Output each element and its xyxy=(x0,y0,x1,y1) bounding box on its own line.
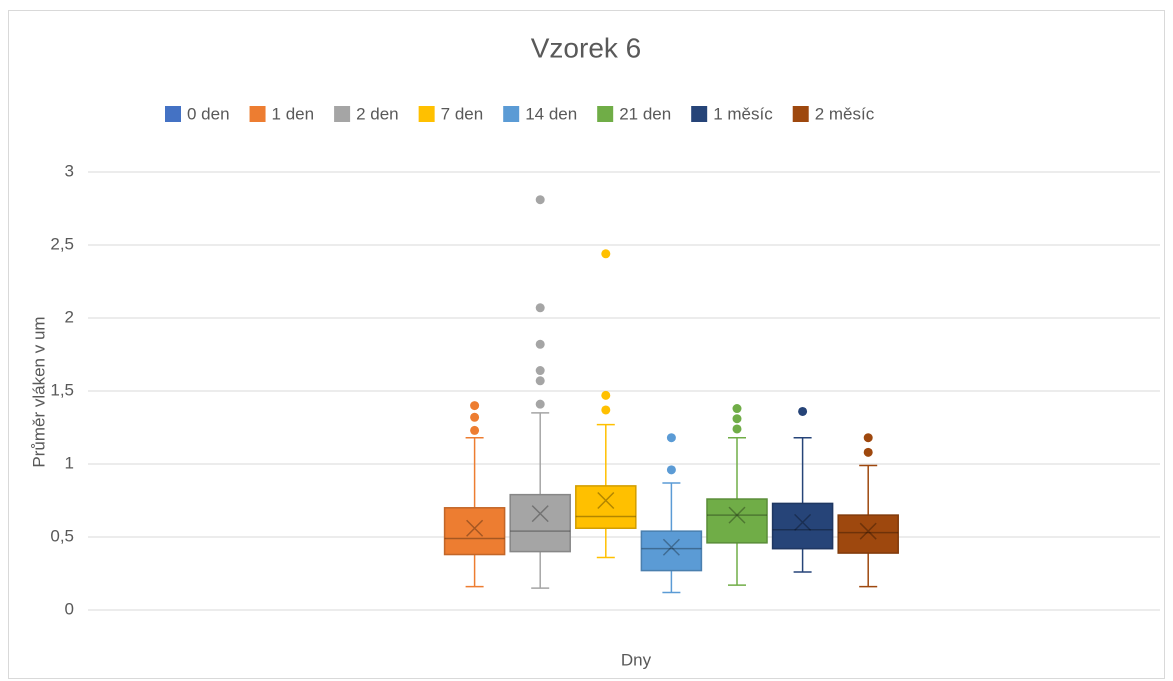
y-tick-label: 1 xyxy=(65,453,74,472)
box-outline xyxy=(443,507,506,556)
mean-marker xyxy=(728,506,746,524)
legend-label: 2 měsíc xyxy=(815,104,875,123)
box xyxy=(509,493,571,553)
y-tick-label: 0 xyxy=(65,599,74,618)
outlier xyxy=(535,339,545,349)
y-tick-label: 2 xyxy=(65,307,74,326)
outlier xyxy=(601,405,611,415)
outlier xyxy=(470,401,480,411)
outlier xyxy=(535,376,545,386)
x-axis-title: Dny xyxy=(621,650,652,669)
outlier xyxy=(798,406,808,416)
y-tick-label: 1,5 xyxy=(50,380,74,399)
legend-label: 7 den xyxy=(441,104,484,123)
mean-marker xyxy=(794,513,812,531)
box xyxy=(706,498,768,544)
legend-swatch xyxy=(249,106,266,122)
mean-marker xyxy=(597,491,615,510)
mean-marker xyxy=(531,505,549,523)
legend-swatch xyxy=(792,106,809,122)
outlier xyxy=(863,447,873,457)
legend-label: 1 den xyxy=(272,104,315,123)
legend-label: 0 den xyxy=(187,104,230,123)
legend-label: 1 měsíc xyxy=(713,104,773,123)
chart-title: Vzorek 6 xyxy=(531,32,642,63)
box-outline xyxy=(706,498,768,544)
outlier xyxy=(601,249,611,259)
legend-label: 21 den xyxy=(619,104,671,123)
mean-marker xyxy=(466,519,484,537)
outlier xyxy=(535,195,545,205)
box xyxy=(771,502,834,550)
box-outline xyxy=(640,530,703,572)
box xyxy=(575,485,637,529)
outlier xyxy=(732,424,742,434)
legend-label: 2 den xyxy=(356,104,399,123)
legend-swatch xyxy=(503,106,520,122)
box-outline xyxy=(509,493,571,553)
box-outline xyxy=(771,502,834,550)
outlier xyxy=(535,366,545,376)
mean-marker xyxy=(859,522,877,540)
legend-swatch xyxy=(418,106,435,122)
outlier xyxy=(863,433,873,443)
chart-border xyxy=(8,10,1165,679)
mean-marker xyxy=(662,538,680,556)
outlier xyxy=(535,303,545,313)
legend-swatch xyxy=(691,106,708,122)
box xyxy=(640,530,703,572)
box xyxy=(837,514,899,554)
y-tick-label: 2,5 xyxy=(50,234,74,253)
outlier xyxy=(666,433,676,443)
outlier xyxy=(470,425,480,435)
legend-swatch xyxy=(165,106,181,122)
y-tick-label: 0,5 xyxy=(50,526,74,545)
legend-swatch xyxy=(334,106,351,122)
y-axis-title: Průměr vláken v um xyxy=(29,316,48,467)
outlier xyxy=(601,390,611,400)
outlier xyxy=(666,465,676,475)
outlier xyxy=(732,404,742,414)
legend-label: 14 den xyxy=(525,104,577,123)
outlier xyxy=(732,414,742,424)
y-tick-label: 3 xyxy=(65,161,74,180)
box xyxy=(443,507,506,556)
outlier xyxy=(535,399,545,409)
box-outline xyxy=(837,514,899,554)
legend-swatch xyxy=(597,106,614,122)
outlier xyxy=(470,412,480,422)
box-outline xyxy=(575,485,637,529)
